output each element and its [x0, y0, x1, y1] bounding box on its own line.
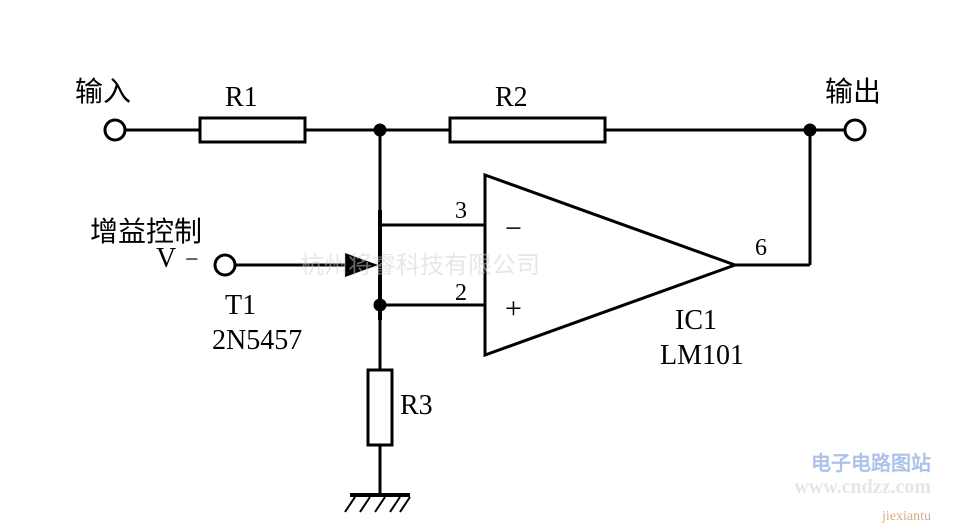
output-label: 输出	[825, 70, 881, 110]
resistor-r3	[368, 370, 392, 445]
ground-hatch	[360, 497, 370, 512]
gain-control-terminal	[215, 255, 235, 275]
opamp-pin-2: 2	[455, 280, 467, 306]
ground-hatch	[375, 497, 385, 512]
ic1-label: IC1	[675, 305, 717, 337]
r1-label: R1	[225, 82, 258, 114]
ground-hatch	[345, 497, 355, 512]
t1-label: T1	[225, 290, 256, 322]
watermark-jiexiantu: jiexiantu	[882, 509, 931, 525]
opamp-plus-symbol: +	[505, 292, 522, 325]
opamp-pin-6: 6	[755, 235, 767, 261]
opamp-pin-3: 3	[455, 198, 467, 224]
gain-control-v: V	[156, 243, 176, 275]
gain-control-minus: −	[185, 247, 199, 274]
resistor-r2	[450, 118, 605, 142]
watermark-line1: 电子电路图站	[794, 447, 931, 476]
output-terminal	[845, 120, 865, 140]
opamp-minus-symbol: −	[505, 212, 522, 245]
input-terminal	[105, 120, 125, 140]
r3-label: R3	[400, 390, 433, 422]
junction-dot	[375, 300, 385, 310]
watermark-line2: www.cndzz.com	[794, 476, 931, 499]
t1-part: 2N5457	[212, 325, 302, 357]
r2-label: R2	[495, 82, 528, 114]
ic1-part: LM101	[660, 340, 744, 372]
watermark-center: 杭州将睿科技有限公司	[300, 245, 540, 280]
ground-hatch	[400, 497, 410, 512]
resistor-r1	[200, 118, 305, 142]
ground-hatch	[390, 497, 400, 512]
input-label: 输入	[75, 70, 131, 110]
gain-control-label: 增益控制	[90, 210, 202, 250]
